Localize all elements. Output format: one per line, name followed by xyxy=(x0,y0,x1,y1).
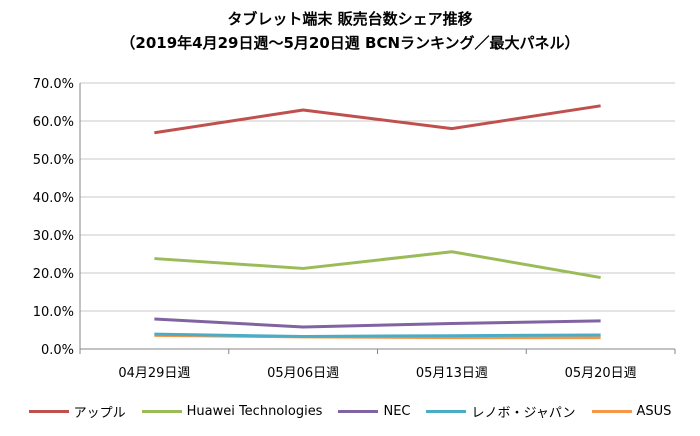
y-tick-label: 40.0% xyxy=(33,191,74,206)
y-tick-label: 50.0% xyxy=(33,153,74,168)
legend-swatch xyxy=(141,409,182,413)
legend-item: レノボ・ジャパン xyxy=(426,402,576,421)
legend-label: ASUS xyxy=(636,403,672,419)
legend: アップル Huawei Technologies NEC レノボ・ジャパン ASUS xyxy=(0,400,700,422)
series-line xyxy=(154,332,601,338)
chart-title: タブレット端末 販売台数シェア推移 xyxy=(227,10,473,28)
legend-item: Huawei Technologies xyxy=(141,403,323,419)
gridlines xyxy=(80,82,675,350)
line-chart: 0.0% 10.0% 20.0% 30.0% 40.0% 50.0% 60.0% 70.0% 0… xyxy=(33,77,676,381)
legend-item: NEC xyxy=(338,404,410,419)
legend-label: アップル xyxy=(73,405,126,421)
legend-swatch xyxy=(28,409,69,413)
series-lines xyxy=(154,104,601,340)
axes: 0.0% 10.0% 20.0% 30.0% 40.0% 50.0% 60.0% 70.0% 0… xyxy=(33,77,676,381)
legend-label: レノボ・ジャパン xyxy=(471,405,576,421)
legend-label: Huawei Technologies xyxy=(186,403,323,419)
y-tick-label: 70.0% xyxy=(33,77,74,92)
x-tick-label: 05月06日週 xyxy=(267,366,339,381)
y-tick-label: 30.0% xyxy=(33,229,74,244)
legend-swatch xyxy=(591,409,632,413)
y-tick-label: 60.0% xyxy=(33,115,74,130)
series-line xyxy=(154,104,601,135)
legend-item: ASUS xyxy=(591,403,672,419)
chart-subtitle: （2019年4月29日週～5月20日週 BCNランキング／最大パネル） xyxy=(120,34,580,52)
series-line xyxy=(154,317,601,329)
legend-label: NEC xyxy=(383,403,411,419)
x-tick-label: 04月29日週 xyxy=(118,366,190,381)
legend-swatch xyxy=(338,409,379,413)
legend-swatch xyxy=(426,409,467,413)
legend-item: アップル xyxy=(28,402,126,421)
x-tick-label: 05月20日週 xyxy=(565,366,637,381)
y-tick-label: 0.0% xyxy=(41,343,74,358)
y-tick-label: 20.0% xyxy=(33,267,74,282)
y-tick-label: 10.0% xyxy=(33,305,74,320)
series-line xyxy=(154,250,601,280)
x-tick-label: 05月13日週 xyxy=(416,366,488,381)
